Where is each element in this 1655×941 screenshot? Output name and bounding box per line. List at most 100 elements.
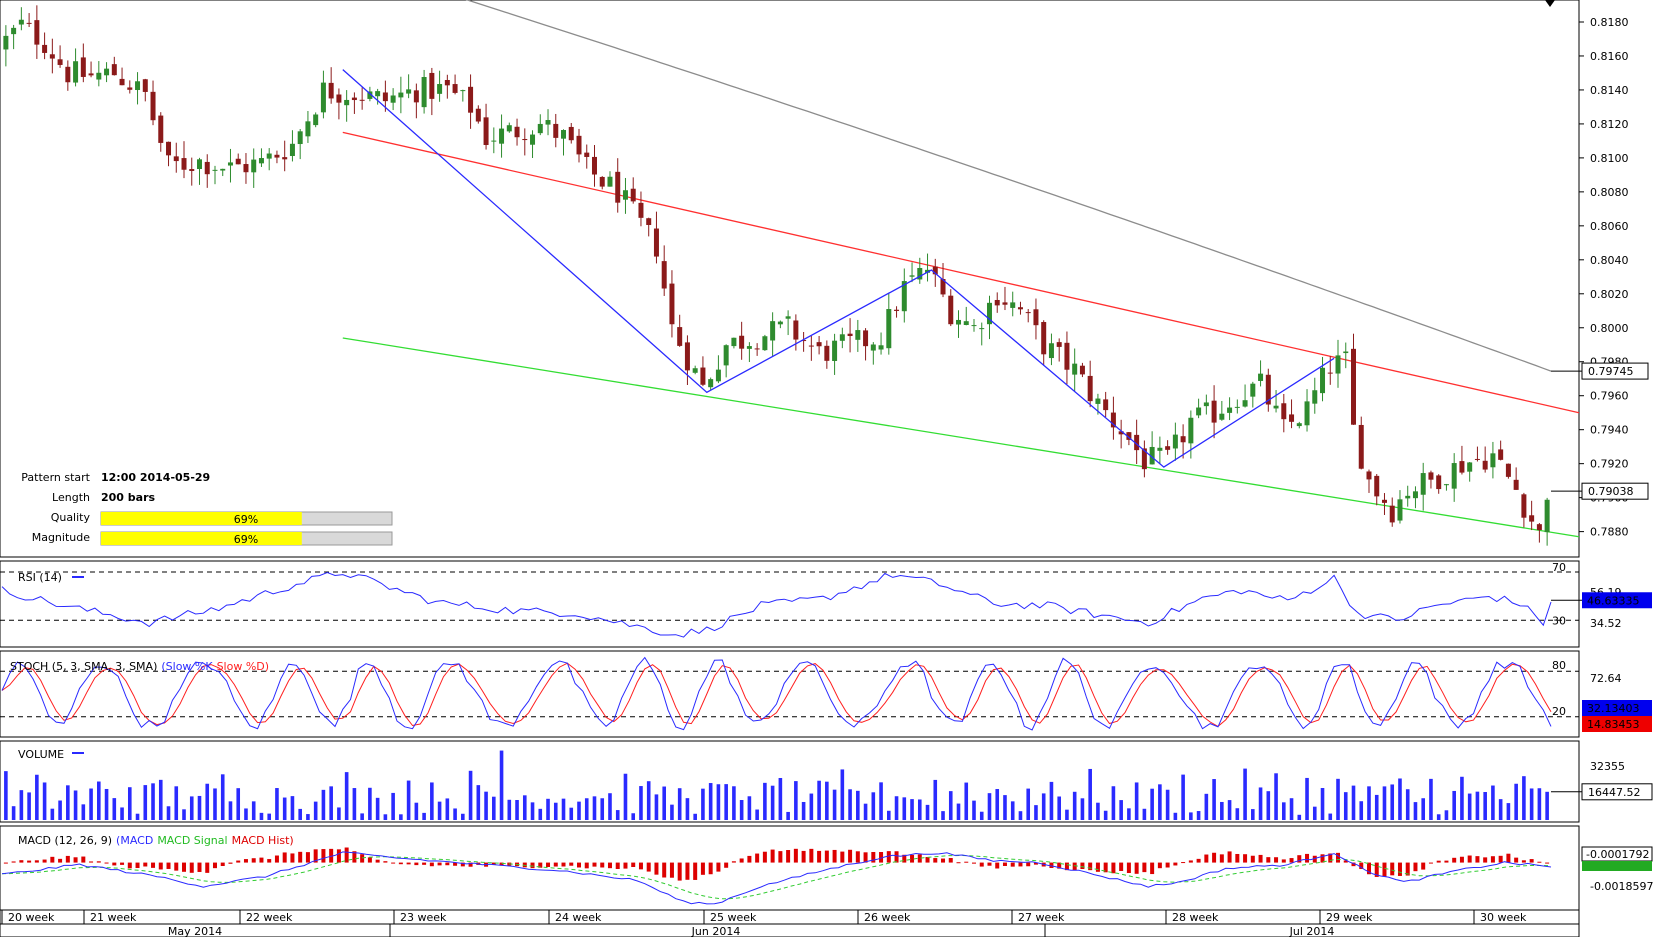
macd-hist-bar: [1250, 855, 1255, 863]
candle-body: [901, 281, 907, 312]
macd-hist-bar: [398, 862, 403, 865]
price-tick-label: 0.7960: [1590, 390, 1629, 403]
macd-hist-bar: [925, 857, 930, 863]
candle-body: [1118, 431, 1124, 435]
volume-bar: [11, 806, 16, 820]
volume-panel: 32355 16447.52 VOLUME: [0, 740, 1653, 823]
candle-body: [1366, 471, 1372, 480]
candle-body: [11, 27, 17, 35]
volume-bar: [631, 813, 636, 820]
volume-bar: [755, 809, 759, 820]
candle-body: [576, 135, 582, 155]
candle-body: [948, 295, 954, 325]
candle-body: [847, 333, 853, 337]
macd-line: [1, 851, 1552, 905]
scroll-marker-icon[interactable]: [1545, 0, 1555, 7]
volume-bar: [50, 808, 55, 820]
candle-body: [313, 114, 319, 126]
candle-body: [1327, 372, 1333, 374]
volume-bar: [321, 789, 326, 820]
candle-body: [1304, 401, 1310, 426]
volume-bar: [236, 788, 241, 820]
volume-bar: [894, 796, 899, 820]
macd-hist-bar: [1366, 862, 1371, 875]
macd-hist-bar: [236, 860, 241, 863]
candle-body: [1281, 403, 1287, 420]
candle-body: [1459, 461, 1465, 473]
volume-bar: [1343, 792, 1348, 820]
volume-bar: [522, 795, 527, 820]
volume-bar: [437, 801, 442, 820]
candle-body: [545, 120, 551, 125]
candle-body: [1412, 491, 1418, 499]
candle-body: [1180, 436, 1186, 443]
candle-body: [258, 158, 264, 164]
macd-hist-bar: [638, 862, 643, 870]
volume-bar: [662, 786, 666, 820]
candle-body: [971, 325, 977, 327]
volume-bar: [344, 772, 349, 820]
macd-hist-bar: [445, 862, 450, 866]
price-tick-label: 0.8080: [1590, 186, 1629, 199]
candle-body: [863, 330, 869, 347]
channel-top-line: [342, 131, 1580, 414]
candle-body: [1451, 463, 1457, 489]
candle-body: [406, 89, 412, 94]
candle-body: [553, 123, 559, 138]
candle-body: [26, 22, 32, 24]
volume-bar: [484, 791, 488, 820]
macd-hist-bar: [1080, 862, 1085, 870]
price-tick-label: 0.8040: [1590, 254, 1629, 267]
macd-hist-bar: [1165, 862, 1170, 868]
candle-body: [793, 320, 799, 340]
volume-bar: [584, 798, 589, 820]
macd-hist-bar: [941, 858, 946, 863]
macd-hist-bar: [1126, 862, 1131, 873]
candle-body: [65, 66, 71, 83]
volume-bar: [406, 780, 411, 820]
candle-body: [1157, 447, 1163, 451]
macd-hist-bar: [243, 859, 248, 863]
macd-hist-bar: [3, 862, 8, 864]
volume-bar: [561, 798, 566, 820]
candle-body: [42, 44, 48, 53]
volume-bar: [1088, 768, 1092, 820]
candle-body: [1467, 462, 1473, 472]
volume-bar: [151, 783, 155, 820]
macd-hist-bar: [607, 862, 612, 869]
volume-bar: [1413, 802, 1418, 820]
channel-lines: [342, 131, 1580, 538]
volume-bar: [794, 781, 798, 820]
candle-body: [212, 169, 218, 171]
macd-hist-bar: [205, 862, 210, 873]
last-price-marker-label-box: [1581, 482, 1649, 500]
volume-bar: [383, 814, 388, 820]
volume-bar: [58, 800, 62, 820]
candle-body: [956, 319, 962, 325]
magnitude-label: Magnitude: [32, 531, 91, 544]
macd-hist-bar: [1413, 862, 1418, 872]
volume-bar: [1421, 798, 1426, 820]
volume-bar: [1026, 788, 1031, 820]
candle-body: [1436, 475, 1442, 490]
macd-hist-bar: [654, 862, 659, 875]
macd-hist-bar: [414, 862, 419, 866]
candle-body: [715, 369, 721, 382]
macd-hist-bar: [917, 854, 922, 863]
volume-bar: [127, 787, 132, 820]
macd-hist-bar: [863, 852, 868, 863]
macd-hist-bar: [848, 849, 853, 863]
time-axis: 20 week 21 week 22 week 23 week 24 week 25 we…: [0, 909, 1580, 938]
macd-hist-bar: [158, 862, 163, 870]
volume-bar: [1165, 789, 1170, 820]
macd-hist-bar: [383, 861, 388, 863]
candle-body: [1041, 322, 1047, 355]
magnitude-bar-fill: [101, 532, 302, 545]
volume-bar: [1274, 773, 1278, 820]
candle-body: [1110, 412, 1116, 428]
candle-body: [34, 20, 40, 45]
candle-body: [630, 188, 636, 202]
candle-body: [452, 84, 458, 93]
macd-hist-bar: [987, 862, 992, 866]
volume-bar: [1258, 787, 1263, 820]
